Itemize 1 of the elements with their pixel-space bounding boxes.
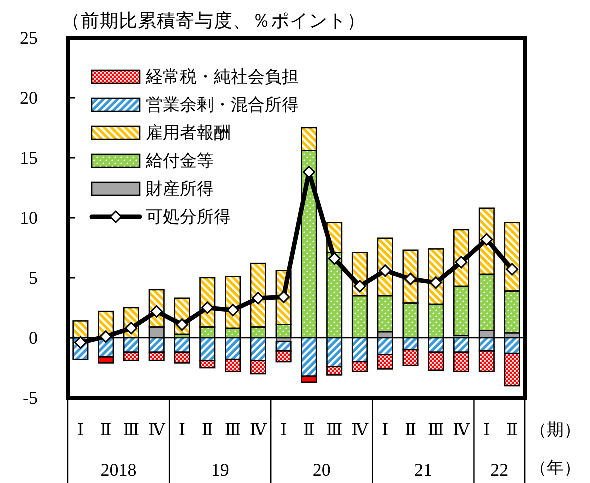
annotation: （年） (530, 458, 581, 478)
